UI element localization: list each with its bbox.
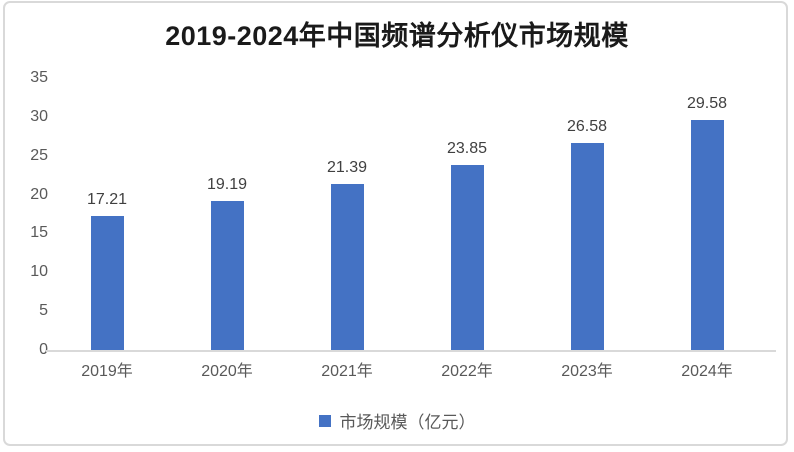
x-axis-tick-label: 2023年 xyxy=(561,363,613,380)
x-axis-tick-label: 2022年 xyxy=(441,363,493,380)
bar xyxy=(450,164,484,350)
legend-marker-icon xyxy=(318,414,331,427)
y-axis-tick-label: 5 xyxy=(39,302,48,320)
x-axis-line xyxy=(46,350,776,352)
y-axis-tick-label: 10 xyxy=(30,263,48,281)
x-axis-tick-label: 2021年 xyxy=(321,363,373,380)
x-axis-tick-label: 2020年 xyxy=(201,363,253,380)
x-axis-tick-label: 2024年 xyxy=(681,363,733,380)
legend: 市场规模（亿元） xyxy=(0,408,794,433)
bar xyxy=(330,183,364,350)
y-axis-tick-label: 0 xyxy=(39,341,48,358)
bar xyxy=(90,216,124,350)
y-axis-tick-label: 35 xyxy=(30,69,48,86)
chart-title: 2019-2024年中国频谱分析仪市场规模 xyxy=(165,21,629,51)
bar-value-label: 26.58 xyxy=(566,118,608,136)
y-axis-tick-label: 15 xyxy=(30,224,48,242)
bar xyxy=(210,200,244,350)
bar-value-label: 17.21 xyxy=(86,191,128,209)
x-axis-tick-label: 2019年 xyxy=(81,363,133,380)
y-axis-tick-label: 25 xyxy=(30,146,48,164)
y-axis-tick-label: 20 xyxy=(30,185,48,203)
bar-value-label: 23.85 xyxy=(446,139,488,157)
legend-label: 市场规模（亿元） xyxy=(339,413,476,432)
bar xyxy=(690,120,724,350)
bar xyxy=(570,143,604,350)
bar-value-label: 19.19 xyxy=(206,175,248,193)
y-axis-tick-label: 30 xyxy=(30,107,48,125)
bar-value-label: 21.39 xyxy=(326,158,368,176)
bar-value-label: 29.58 xyxy=(686,95,728,113)
